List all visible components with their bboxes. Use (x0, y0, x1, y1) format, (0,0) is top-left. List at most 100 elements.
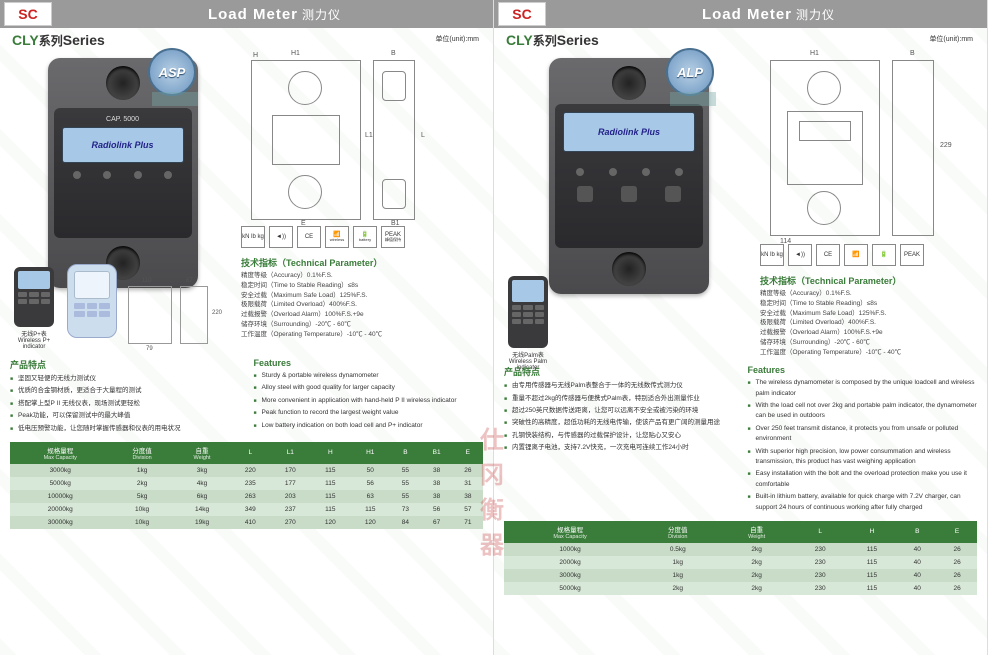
tech-param-item: 精度等级（Accuracy）0.1%F.S. (760, 289, 977, 299)
feature-icon-row: kN lb kg◄))CE📶wireless🔋batteryPEAK峰值保持 (241, 226, 483, 248)
feature-item: With superior high precision, low power … (748, 447, 978, 468)
series-code: CLY (12, 32, 39, 48)
series-bar: CLY系列Series 单位(unit):mm (0, 28, 493, 52)
table-header: B (390, 442, 420, 464)
header-title: Load Meter测力仪 (56, 6, 493, 23)
content-row: CAP. 5000 Radiolink Plus 无线P+表Wireless P… (0, 52, 493, 350)
tech-param-list: 精度等级（Accuracy）0.1%F.S.稳定时间（Time to Stabl… (760, 289, 977, 357)
table-header: H (310, 442, 350, 464)
feature-item: The wireless dynamometer is composed by … (748, 378, 978, 399)
feature-icon: ◄)) (788, 244, 812, 266)
feature-item: 搭配掌上型P II 无线仪表，现场测试更轻松 (10, 399, 240, 409)
tech-param-item: 极限载荷（Limited Overload）400%F.S. (760, 318, 977, 328)
feature-item: Low battery indication on both load cell… (254, 421, 484, 431)
tech-param-item: 安全过载（Maximum Safe Load）125%F.S. (760, 309, 977, 319)
spec-table: 规格量程Max Capacity分度值Division自重WeightLHBE … (504, 521, 977, 595)
feature-item: Peak功能，可以保留测试中的最大峰值 (10, 411, 240, 421)
table-header: L (230, 442, 270, 464)
feature-item: 突破性的高精度，超低功耗的无线电传输，使该产品有更广阔的测量用途 (504, 418, 734, 428)
table-row: 10000kg5kg6kg26320311563553838 (10, 490, 483, 503)
table-row: 5000kg2kg4kg23517711556553831 (10, 477, 483, 490)
table-header: 自重Weight (719, 521, 793, 543)
device-screen: Radiolink Plus (62, 127, 184, 163)
unit-label: 单位(unit):mm (435, 34, 479, 44)
device-screen: Radiolink Plus (563, 112, 695, 152)
feature-icon: 📶 (844, 244, 868, 266)
feature-icon: CE (297, 226, 321, 248)
table-header: E (453, 442, 483, 464)
tech-param-item: 精度等级（Accuracy）0.1%F.S. (241, 271, 483, 281)
features-title-cn: 产品特点 (10, 358, 240, 371)
table-row: 1000kg0.5kg2kg2301154026 (504, 543, 977, 556)
table-header: 分度值Division (636, 521, 719, 543)
page-header: SC Load Meter测力仪 (0, 0, 493, 28)
feature-item: 由专用传感器与无线Palm表整合于一体的无线数传式测力仪 (504, 381, 734, 391)
spec-table: 规格量程Max Capacity分度值Division自重WeightLL1HH… (10, 442, 483, 529)
tech-drawing: H1 B 229 114 (760, 52, 977, 240)
features-block: 产品特点 坚固又轻便的无线力测试仪优质的合金钢材质，更适合于大量程的测试搭配掌上… (0, 358, 493, 436)
table-row: 3000kg1kg3kg22017011550553826 (10, 464, 483, 477)
tech-param-item: 过载报警（Overload Alarm）100%F.S.+9e (241, 310, 483, 320)
feature-item: More convenient in application with hand… (254, 396, 484, 406)
tech-param-item: 储存环境（Surrounding）-20℃ - 60℃ (760, 338, 977, 348)
feature-icon: PEAK (900, 244, 924, 266)
tech-param-item: 过载报警（Overload Alarm）100%F.S.+9e (760, 328, 977, 338)
tech-param-item: 稳定时间（Time to Stable Reading）≤8s (760, 299, 977, 309)
feature-item: Built-in lithium battery, available for … (748, 492, 978, 513)
tech-param-item: 储存环境（Surrounding）-20℃ - 60℃ (241, 320, 483, 330)
feature-item: Peak function to record the largest weig… (254, 408, 484, 418)
catalog-page-right: SC Load Meter测力仪 CLY系列Series 单位(unit):mm… (494, 0, 988, 655)
feature-icon: PEAK峰值保持 (381, 226, 405, 248)
table-header: B (897, 521, 937, 543)
feature-icon: 📶wireless (325, 226, 349, 248)
feature-item: 优质的合金钢材质，更适合于大量程的测试 (10, 386, 240, 396)
tech-param-list: 精度等级（Accuracy）0.1%F.S.稳定时间（Time to Stabl… (241, 271, 483, 339)
feature-item: Easy installation with the bolt and the … (748, 469, 978, 490)
features-title-en: Features (748, 365, 978, 375)
table-row: 2000kg1kg2kg2301154026 (504, 556, 977, 569)
page-header: SC Load Meter测力仪 (494, 0, 987, 28)
brand-logo: SC (4, 2, 52, 26)
feature-item: Sturdy & portable wireless dynamometer (254, 371, 484, 381)
feature-icon: kN lb kg (241, 226, 265, 248)
palm-indicator: 无线Palm表Wireless Palm indicator (504, 276, 552, 371)
table-header: L1 (270, 442, 310, 464)
table-row: 5000kg2kg2kg2301154026 (504, 582, 977, 595)
model-badge: ALP (666, 48, 720, 102)
dimension-small: 110 67 220 79 (128, 280, 235, 350)
tech-param-title: 技术指标（Technical Parameter） (760, 274, 977, 287)
feature-item: 孔钢快装结构，与传感器的过载保护设计，让您贴心又安心 (504, 431, 734, 441)
header-title: Load Meter测力仪 (550, 6, 987, 23)
features-list-en: Sturdy & portable wireless dynamometer Al… (254, 371, 484, 431)
features-list-cn: 由专用传感器与无线Palm表整合于一体的无线数传式测力仪重量不超过2kg的传感器… (504, 381, 734, 453)
table-row: 3000kg1kg2kg2301154026 (504, 569, 977, 582)
feature-item: Alloy steel with good quality for larger… (254, 383, 484, 393)
tech-param-item: 稳定时间（Time to Stable Reading）≤8s (241, 281, 483, 291)
spec-area: H1 B H L L1 B1 E kN lb kg◄))CE📶wireless🔋… (241, 52, 483, 350)
features-list-cn: 坚固又轻便的无线力测试仪优质的合金钢材质，更适合于大量程的测试搭配掌上型P II… (10, 374, 240, 434)
table-header: 规格量程Max Capacity (504, 521, 636, 543)
tech-param-item: 工作温度（Operating Temperature）-10℃ - 40℃ (760, 348, 977, 358)
handheld-indicator (62, 264, 122, 338)
table-row: 20000kg10kg14kg349237115115735657 (10, 503, 483, 516)
feature-item: 低电压预警功能，让您随时掌握传感器和仪表的用电状况 (10, 424, 240, 434)
feature-item: 重量不超过2kg的传感器与便携式Palm表，特别适合外出测量作业 (504, 394, 734, 404)
feature-item: 坚固又轻便的无线力测试仪 (10, 374, 240, 384)
feature-icon-row: kN lb kg◄))CE📶🔋PEAK (760, 244, 977, 266)
tech-param-item: 安全过载（Maximum Safe Load）125%F.S. (241, 291, 483, 301)
feature-icon: CE (816, 244, 840, 266)
features-title-en: Features (254, 358, 484, 368)
features-title-cn: 产品特点 (504, 365, 734, 378)
table-header: H (846, 521, 897, 543)
tech-param-item: 工作温度（Operating Temperature）-10℃ - 40℃ (241, 330, 483, 340)
series-bar: CLY系列Series 单位(unit):mm (494, 28, 987, 52)
feature-icon: 🔋battery (353, 226, 377, 248)
spec-area: H1 B 229 114 kN lb kg◄))CE📶🔋PEAK 技术指标（Te… (760, 52, 977, 357)
remote-indicator: 无线P+表Wireless P+ indicator (10, 267, 58, 350)
feature-item: Over 250 feet transmit distance, it prot… (748, 424, 978, 445)
table-header: 规格量程Max Capacity (10, 442, 110, 464)
tech-param-item: 极限载荷（Limited Overload）400%F.S. (241, 300, 483, 310)
device-capacity-label: CAP. 5000 (62, 116, 184, 123)
watermark: 仕冈衡器 (480, 420, 506, 560)
feature-item: 内置锂离子电池，支持7.2V快充，一次充电可连续工作24小时 (504, 443, 734, 453)
